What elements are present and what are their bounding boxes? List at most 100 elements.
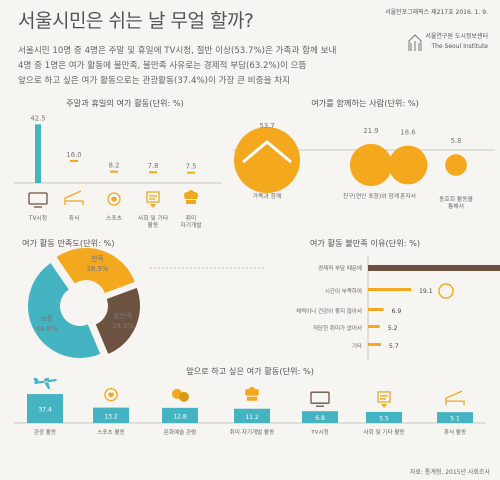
data-label: 6.9 (392, 308, 402, 315)
category-label: 사회 및 기타 (138, 214, 169, 222)
bar (35, 124, 41, 183)
bubble (445, 154, 467, 176)
theater-masks-icon (172, 388, 189, 402)
bar (437, 412, 473, 423)
category-label: TV시청 (310, 429, 329, 436)
bubble (234, 127, 300, 193)
bar (368, 343, 381, 346)
chef-hat-icon (245, 386, 259, 401)
category-label: 친구(연인 포함)와 함께 (343, 192, 399, 200)
category-label: 가족과 함께 (253, 192, 282, 200)
data-label: 5.8 (451, 137, 462, 145)
data-label: 37.4 (38, 407, 52, 414)
data-label: 8.2 (109, 162, 120, 170)
satisfaction-pie-chart: 만족 28.9% 불만족 24.3% 보통 46.8% (27, 248, 265, 358)
tv-icon (310, 391, 330, 407)
bubble (388, 145, 428, 185)
intro-text: 서울시민 10명 중 4명은 주말 및 휴일에 TV시청, 절반 이상(53.7… (18, 44, 418, 89)
data-label: 7.5 (186, 163, 197, 171)
bar (368, 265, 500, 271)
data-label: 11.2 (245, 414, 259, 421)
category-label: 기타 (352, 342, 362, 350)
category-label: 자기개발 (180, 221, 202, 229)
chart-title-dissatisfaction-reasons: 여가 활동 불만족 이유(단위: %) (309, 238, 421, 248)
soccer-ball-icon (107, 192, 121, 206)
data-label: 21.9 (363, 127, 378, 135)
category-label: 경제적 부담 때문에 (318, 264, 362, 272)
couch-icon (64, 190, 84, 205)
source-note: 자료: 통계청, 2015년 사회조사 (409, 469, 490, 476)
category-label: 문화예술 관람 (164, 428, 197, 436)
desired-activities-chart: 37.4 관광 활동 13.2 스포츠 활동 12.8 문화예술 관람 11.2 취미·자기개… (14, 378, 486, 436)
bar (368, 288, 411, 291)
bar (162, 407, 198, 423)
bar (368, 308, 384, 311)
header-meta: 서울인포그래픽스 제217호 2016. 1. 9. 서울연구원 도시정보센터 … (385, 8, 488, 52)
family-icon (242, 140, 292, 164)
tv-icon (28, 192, 48, 208)
data-label: 19.1 (419, 288, 433, 295)
couch-icon (445, 390, 465, 406)
slice-value: 24.3% (112, 322, 134, 330)
series-info: 서울인포그래픽스 제217호 2016. 1. 9. (385, 9, 488, 16)
chef-hat-icon (184, 190, 198, 204)
category-label: TV시청 (28, 214, 47, 222)
intro-line: 4명 중 1명은 여가 활동에 불만족, 불만족 사유로는 경제적 부담(63.… (18, 61, 307, 71)
data-label: 53.7 (259, 122, 274, 130)
data-label: 16.0 (66, 151, 81, 159)
data-label: 42.5 (30, 114, 45, 122)
data-label: 5.2 (388, 325, 398, 332)
bar (368, 325, 380, 328)
pie-slice (27, 263, 101, 358)
pie-slice (56, 248, 135, 294)
pie-slice (95, 287, 140, 354)
intro-line: 앞으로 하고 싶은 여가 활동으로는 관광활동(37.4%)이 가장 큰 비중을… (18, 76, 291, 86)
data-label: 6.8 (315, 415, 325, 422)
data-label: 7.8 (148, 162, 159, 170)
chart-title-desired-activities: 앞으로 하고 싶은 여가 활동(단위: %) (186, 366, 314, 376)
category-label: 취미·자기개발 활동 (230, 428, 275, 436)
category-label: 취미 (186, 214, 197, 222)
category-label: 적당한 취미가 없어서 (313, 324, 362, 332)
slice-label: 보통 (40, 315, 53, 323)
slice-label: 불만족 (113, 311, 132, 320)
category-label: 동호회 활동을 (439, 195, 474, 203)
category-label: 스포츠 (106, 215, 123, 222)
page-title: 서울시민은 쉬는 날 무얼 할까? (18, 10, 254, 32)
category-label: 혼자서 (400, 192, 416, 200)
data-label: 5.1 (450, 416, 460, 423)
clock-icon (438, 283, 454, 299)
category-label: 휴식 활동 (444, 428, 466, 436)
chart-title-satisfaction: 여가 활동 만족도(단위: %) (22, 238, 115, 248)
category-label: 휴식 (69, 214, 80, 222)
bar (302, 411, 338, 423)
companions-chart: 53.7 가족과 함께 21.9 친구(연인 포함)와 함께 18.6 혼자서 5.8 동호회… (233, 122, 495, 210)
category-label: 시간이 부족하여 (325, 287, 362, 295)
chart-title-weekend-activities: 주말과 휴일의 여가 활동(단위: %) (66, 98, 184, 108)
bar (234, 408, 270, 423)
slice-label: 만족 (91, 254, 104, 263)
bar (93, 407, 129, 423)
intro-line: 서울시민 10명 중 4명은 주말 및 휴일에 TV시청, 절반 이상(53.7… (18, 46, 337, 56)
org-name-kr: 서울연구원 도시정보센터 (425, 33, 488, 40)
institute-logo-icon (408, 34, 422, 51)
bar (27, 394, 63, 423)
soccer-ball-icon (104, 387, 118, 402)
handshake-icon (146, 191, 160, 208)
handshake-icon (377, 391, 391, 408)
bar (366, 411, 402, 423)
chart-title-companions: 여가를 함께하는 사람(단위: %) (311, 98, 419, 108)
data-label: 5.5 (379, 415, 389, 422)
data-label: 5.7 (389, 343, 399, 350)
slice-value: 28.9% (87, 265, 109, 273)
category-label: 통해서 (448, 202, 464, 210)
category-label: 체력이나 건강이 좋지 않아서 (296, 307, 362, 315)
org-name-en: The Seoul Institute (431, 43, 488, 50)
category-label: 사회 및 기타 활동 (363, 428, 404, 436)
data-label: 18.6 (400, 129, 415, 137)
category-label: 관광 활동 (34, 428, 56, 436)
slice-value: 46.8% (36, 325, 58, 333)
airplane-icon (33, 378, 57, 390)
